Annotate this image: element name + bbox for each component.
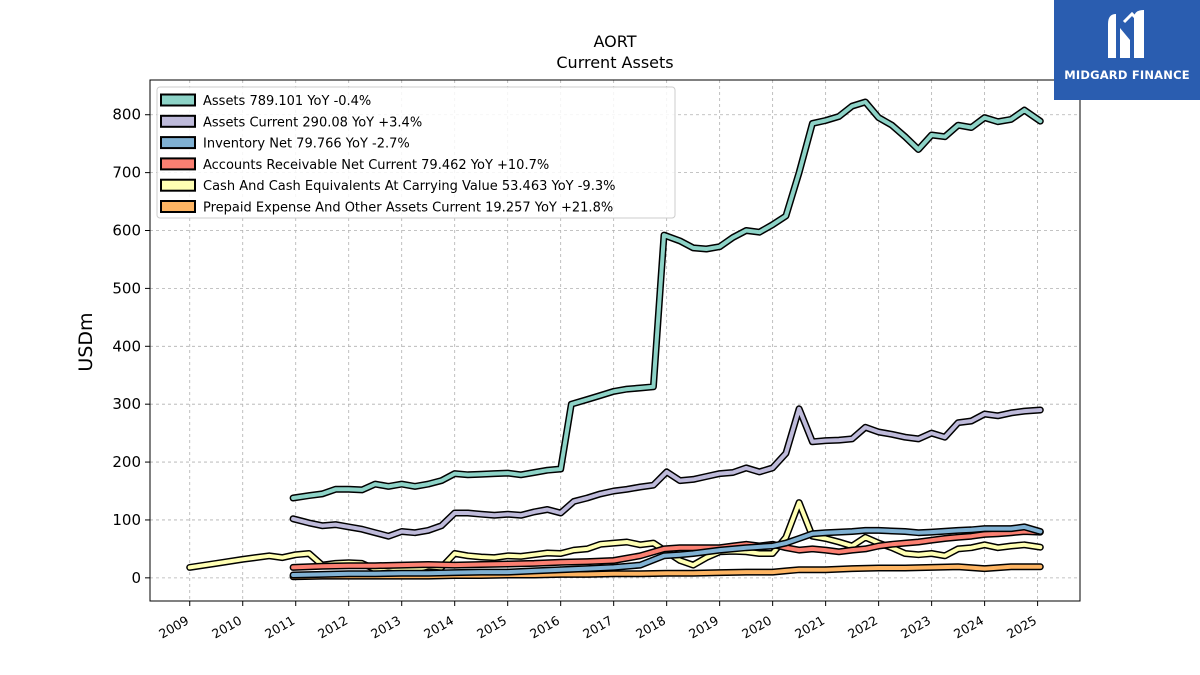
x-tick-label: 2023 <box>898 613 933 642</box>
plot-frame <box>149 79 1081 602</box>
y-tick-label: 0 <box>131 569 141 587</box>
y-tick-label: 800 <box>112 106 141 124</box>
legend-swatch-cash-and-cash-equivalents-at-carrying-value <box>160 178 196 192</box>
x-tick-label: 2024 <box>951 613 986 642</box>
legend-swatch-inventory-net <box>160 136 196 150</box>
x-tick-label: 2025 <box>1004 613 1039 642</box>
x-tick-label: 2013 <box>368 613 403 642</box>
x-tick-label: 2012 <box>315 613 350 642</box>
series-line-inventory-net <box>291 524 1043 577</box>
legend: Assets 789.101 YoY -0.4% Assets Current 2… <box>156 86 676 219</box>
chart-title: AORT <box>594 32 637 51</box>
legend-label-assets-current: Assets Current 290.08 YoY +3.4% <box>203 115 422 130</box>
brand-name: MIDGARD FINANCE <box>1064 68 1190 82</box>
x-tick-label: 2011 <box>262 613 297 642</box>
y-axis-label: USDm <box>75 312 97 371</box>
y-axis: 0 100 200 300 400 500 600 700 800 <box>112 106 150 587</box>
legend-label-accounts-receivable-net-current: Accounts Receivable Net Current 79.462 Y… <box>203 158 549 173</box>
y-tick-label: 700 <box>112 164 141 182</box>
y-tick-label: 300 <box>112 395 141 413</box>
x-tick-label: 2018 <box>633 613 668 642</box>
x-tick-label: 2022 <box>845 613 880 642</box>
legend-label-prepaid-expense-and-other-assets-current: Prepaid Expense And Other Assets Current… <box>203 201 613 216</box>
legend-label-assets: Assets 789.101 YoY -0.4% <box>203 94 371 109</box>
x-tick-label: 2010 <box>209 613 244 642</box>
series-line-assets-current <box>291 406 1043 539</box>
y-tick-label: 500 <box>112 279 141 297</box>
y-tick-label: 200 <box>112 453 141 471</box>
legend-swatch-accounts-receivable-net-current <box>160 157 196 171</box>
y-tick-label: 400 <box>112 337 141 355</box>
x-tick-label: 2016 <box>527 613 562 642</box>
legend-swatch-assets-current <box>160 114 196 128</box>
midgard-logo-icon <box>1108 10 1144 58</box>
legend-box <box>156 86 676 219</box>
series-line-assets <box>291 100 1043 500</box>
y-tick-label: 600 <box>112 222 141 240</box>
legend-swatch-prepaid-expense-and-other-assets-current <box>160 200 196 213</box>
y-tick-label: 100 <box>112 511 141 529</box>
x-tick-label: 2021 <box>792 613 827 642</box>
x-tick-label: 2019 <box>686 613 721 642</box>
x-tick-label: 2014 <box>421 613 456 642</box>
series-lines <box>186 98 1044 581</box>
legend-label-cash-and-cash-equivalents-at-carrying-value: Cash And Cash Equivalents At Carrying Va… <box>203 179 615 194</box>
chart-subtitle: Current Assets <box>556 53 673 72</box>
legend-swatch-assets <box>160 93 196 107</box>
x-axis: 2009 2010 2011 2012 2013 2014 2015 2016 2017 2018… <box>156 601 1039 642</box>
x-tick-label: 2015 <box>474 613 509 642</box>
x-tick-label: 2020 <box>739 613 774 642</box>
brand-logo: MIDGARD FINANCE <box>1054 0 1200 100</box>
x-tick-label: 2017 <box>580 613 615 642</box>
legend-label-inventory-net: Inventory Net 79.766 YoY -2.7% <box>203 137 410 152</box>
x-tick-label: 2009 <box>156 613 191 642</box>
